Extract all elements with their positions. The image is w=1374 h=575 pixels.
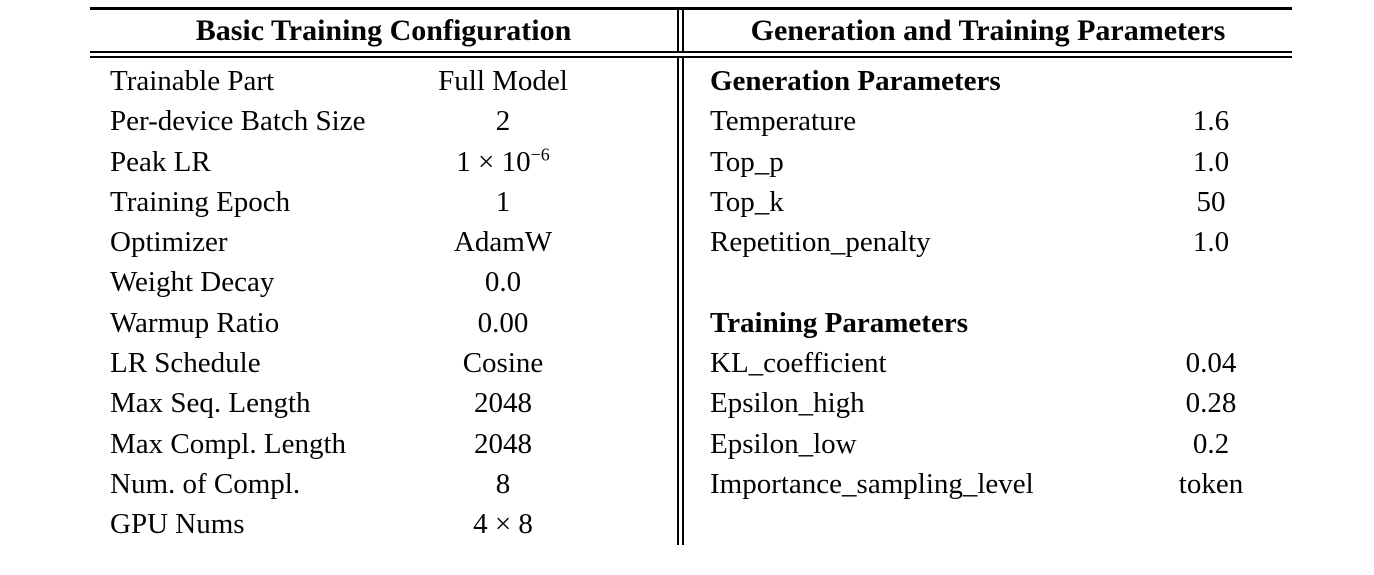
table-row: Per-device Batch Size 2 <box>90 101 677 141</box>
param-label: Num. of Compl. <box>110 467 301 500</box>
table-row: Max Compl. Length 2048 <box>90 424 677 464</box>
table-row: Training Parameters <box>684 303 1292 343</box>
param-label: Repetition_penalty <box>710 226 931 259</box>
table-row: Top_k 50 <box>684 182 1292 222</box>
param-value: 0.0 <box>484 266 522 299</box>
param-label: Optimizer <box>110 226 228 259</box>
param-value: 1 × 10−6 <box>456 143 550 178</box>
param-label: Generation Parameters <box>710 65 1001 97</box>
table-row: Top_p 1.0 <box>684 142 1292 182</box>
param-label: Importance_sampling_level <box>710 467 1034 500</box>
param-value: 0.2 <box>1192 427 1230 460</box>
param-value: 8 <box>495 467 511 500</box>
param-label: Epsilon_low <box>710 427 857 460</box>
table-row: KL_coefficient 0.04 <box>684 343 1292 383</box>
table-row: Weight Decay 0.0 <box>90 262 677 302</box>
param-label: Weight Decay <box>110 266 275 299</box>
table-row: LR Schedule Cosine <box>90 343 677 383</box>
param-value: 2048 <box>474 387 532 420</box>
table-row: Max Seq. Length 2048 <box>90 383 677 423</box>
param-value: 1.6 <box>1192 105 1230 138</box>
param-label: GPU Nums <box>110 508 245 541</box>
param-value: 0.04 <box>1185 347 1237 380</box>
param-value: 1.0 <box>1192 145 1230 178</box>
param-label: Top_k <box>710 185 784 218</box>
param-value: AdamW <box>453 226 553 259</box>
param-label: LR Schedule <box>110 347 261 380</box>
left-table-title: Basic Training Configuration <box>195 14 572 47</box>
table-row: GPU Nums 4 × 8 <box>90 504 677 544</box>
param-label: Max Seq. Length <box>110 387 311 420</box>
table-row: Generation Parameters <box>684 61 1292 101</box>
table-row: Training Epoch 1 <box>90 182 677 222</box>
param-label: Trainable Part <box>110 65 275 97</box>
table-row: Epsilon_high 0.28 <box>684 383 1292 423</box>
table-row: Trainable Part Full Model <box>90 61 677 101</box>
table-row: Repetition_penalty 1.0 <box>684 222 1292 262</box>
param-label: Top_p <box>710 145 784 178</box>
param-label: Training Parameters <box>710 306 968 339</box>
param-label: Epsilon_high <box>710 387 865 420</box>
param-value: 50 <box>1196 185 1226 218</box>
table-header-row: Basic Training Configuration Generation … <box>90 7 1292 58</box>
table-row: Epsilon_low 0.2 <box>684 424 1292 464</box>
param-label: Temperature <box>710 105 857 138</box>
param-value: 4 × 8 <box>473 508 533 541</box>
table-row: Optimizer AdamW <box>90 222 677 262</box>
param-value: 0.28 <box>1185 387 1237 420</box>
param-label: Max Compl. Length <box>110 427 347 460</box>
gen-train-params-column: Generation Parameters Temperature 1.6 To… <box>677 58 1292 545</box>
param-value: token <box>1178 467 1244 500</box>
basic-config-column: Trainable Part Full Model Per-device Bat… <box>90 58 677 545</box>
param-value: 2 <box>495 105 511 138</box>
table-row: Temperature 1.6 <box>684 101 1292 141</box>
param-label: KL_coefficient <box>710 347 887 380</box>
param-value: Full Model <box>438 65 568 97</box>
param-value: 2048 <box>474 427 532 460</box>
param-value: 1 <box>495 185 511 218</box>
table-row: Peak LR 1 × 10−6 <box>90 142 677 182</box>
table-body: Trainable Part Full Model Per-device Bat… <box>90 58 1292 545</box>
param-value: Cosine <box>462 347 544 380</box>
table-row: Importance_sampling_level token <box>684 464 1292 504</box>
param-label: Peak LR <box>110 145 211 178</box>
param-label: Per-device Batch Size <box>110 105 366 138</box>
param-value: 1.0 <box>1192 226 1230 259</box>
table-row <box>684 262 1292 302</box>
param-label: Warmup Ratio <box>110 306 280 339</box>
param-value: 0.00 <box>477 306 529 339</box>
training-config-table: Basic Training Configuration Generation … <box>90 7 1292 545</box>
right-table-title: Generation and Training Parameters <box>677 10 1292 51</box>
table-row: Warmup Ratio 0.00 <box>90 303 677 343</box>
param-label: Training Epoch <box>110 185 291 218</box>
table-row: Num. of Compl. 8 <box>90 464 677 504</box>
